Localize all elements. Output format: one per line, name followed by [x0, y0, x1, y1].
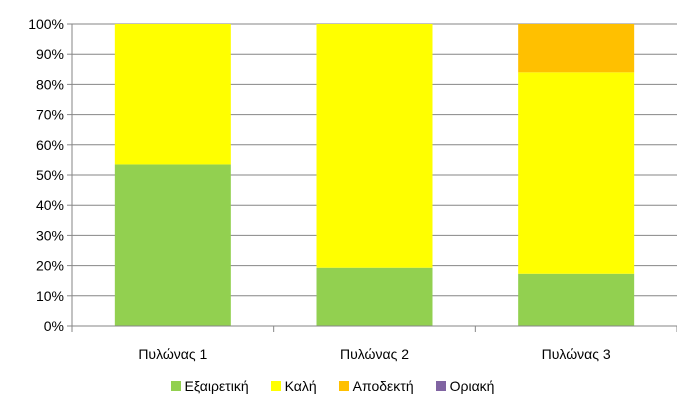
y-tick-label: 60%: [36, 137, 64, 153]
legend-label: Αποδεκτή: [352, 378, 414, 394]
bar-segment-2-1: [316, 267, 433, 326]
x-tick-label: Πυλώνας 2: [340, 346, 409, 362]
legend-swatch: [270, 381, 281, 391]
y-tick-label: 0%: [44, 318, 64, 334]
y-tick-label: 90%: [36, 46, 64, 62]
y-tick-label: 50%: [36, 167, 64, 183]
y-tick-label: 70%: [36, 107, 64, 123]
bar-segment-3-2: [518, 72, 635, 274]
y-tick-label: 20%: [36, 258, 64, 274]
bars: [114, 24, 635, 326]
legend-item: Οριακή: [435, 378, 495, 394]
bar-segment-1-2: [114, 24, 231, 165]
legend-item: Αποδεκτή: [338, 378, 414, 394]
bar-segment-1-1: [114, 164, 231, 326]
legend-label: Οριακή: [449, 378, 495, 394]
legend-swatch: [435, 381, 446, 391]
bar-segment-2-2: [316, 24, 433, 268]
y-tick-label: 30%: [36, 227, 64, 243]
y-tick-label: 10%: [36, 288, 64, 304]
legend-item: Εξαιρετική: [170, 378, 249, 394]
x-axis-labels: Πυλώνας 1 Πυλώνας 2 Πυλώνας 3: [138, 346, 611, 362]
legend: Εξαιρετική Καλή Αποδεκτή Οριακή: [0, 372, 677, 400]
y-tick-label: 40%: [36, 197, 64, 213]
legend-swatch: [338, 381, 349, 391]
legend-label: Εξαιρετική: [184, 378, 249, 394]
chart-area: 0% 10% 20% 30% 40% 50% 60% 70% 80% 90% 100% Πυλώνα…: [28, 16, 677, 362]
y-tick-label: 80%: [36, 76, 64, 92]
legend-swatch: [170, 381, 181, 391]
y-tick-label: 100%: [28, 16, 64, 32]
legend-label: Καλή: [284, 378, 317, 394]
legend-item: Καλή: [270, 378, 317, 394]
bar-segment-3-1: [518, 273, 635, 326]
x-tick-label: Πυλώνας 1: [138, 346, 207, 362]
y-axis-labels: 0% 10% 20% 30% 40% 50% 60% 70% 80% 90% 100%: [28, 16, 64, 334]
axes: [67, 23, 677, 332]
bar-segment-3-3: [518, 24, 635, 73]
x-tick-label: Πυλώνας 3: [542, 346, 611, 362]
